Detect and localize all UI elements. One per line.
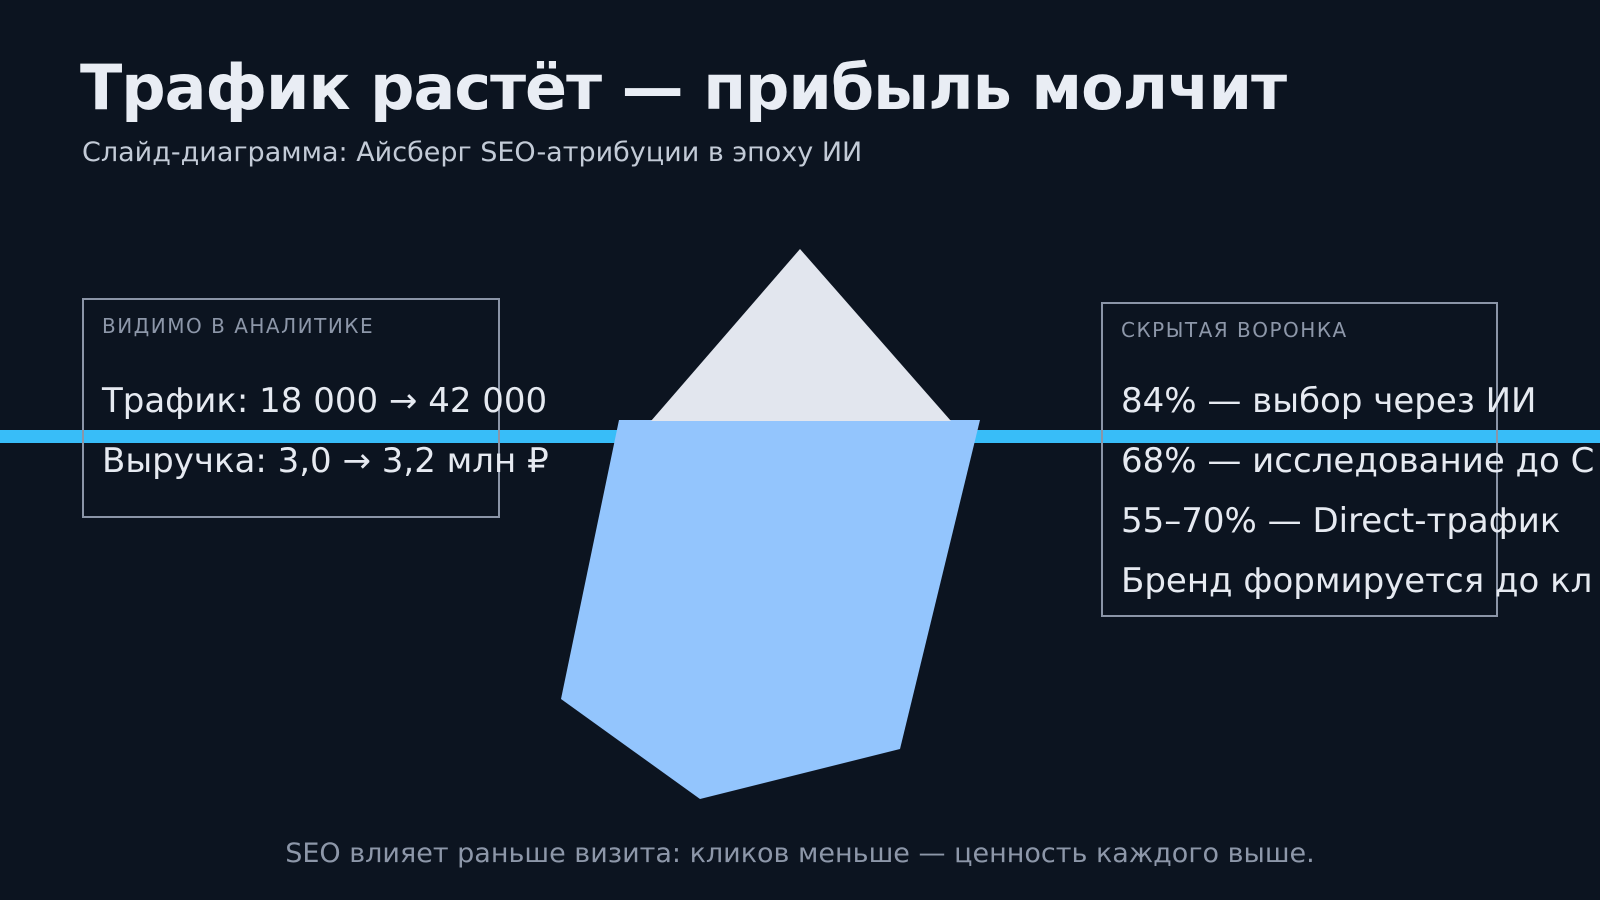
slide-footer-caption: SEO влияет раньше визита: кликов меньше …	[285, 838, 1315, 869]
iceberg-tip-shape	[651, 249, 951, 421]
research-stat: 68% — исследование до С	[1121, 441, 1595, 481]
traffic-stat: Трафик: 18 000 → 42 000	[102, 381, 548, 421]
iceberg-underwater-shape	[561, 420, 980, 799]
slide-subtitle: Слайд-диаграмма: Айсберг SEO-атрибуции в…	[82, 137, 863, 168]
hidden-funnel-box: СКРЫТАЯ ВОРОНКА 84% — выбор через ИИ 68%…	[1101, 302, 1594, 617]
visible-analytics-label: ВИДИМО В АНАЛИТИКЕ	[102, 314, 375, 338]
hidden-funnel-label: СКРЫТАЯ ВОРОНКА	[1121, 318, 1348, 342]
revenue-stat: Выручка: 3,0 → 3,2 млн ₽	[102, 441, 549, 481]
visible-analytics-box: ВИДИМО В АНАЛИТИКЕ Трафик: 18 000 → 42 0…	[82, 298, 549, 518]
slide-title: Трафик растёт — прибыль молчит	[80, 51, 1287, 124]
direct-traffic-stat: 55–70% — Direct-трафик	[1121, 501, 1561, 541]
ai-choice-stat: 84% — выбор через ИИ	[1121, 381, 1537, 421]
brand-stat: Бренд формируется до кл	[1121, 561, 1593, 601]
